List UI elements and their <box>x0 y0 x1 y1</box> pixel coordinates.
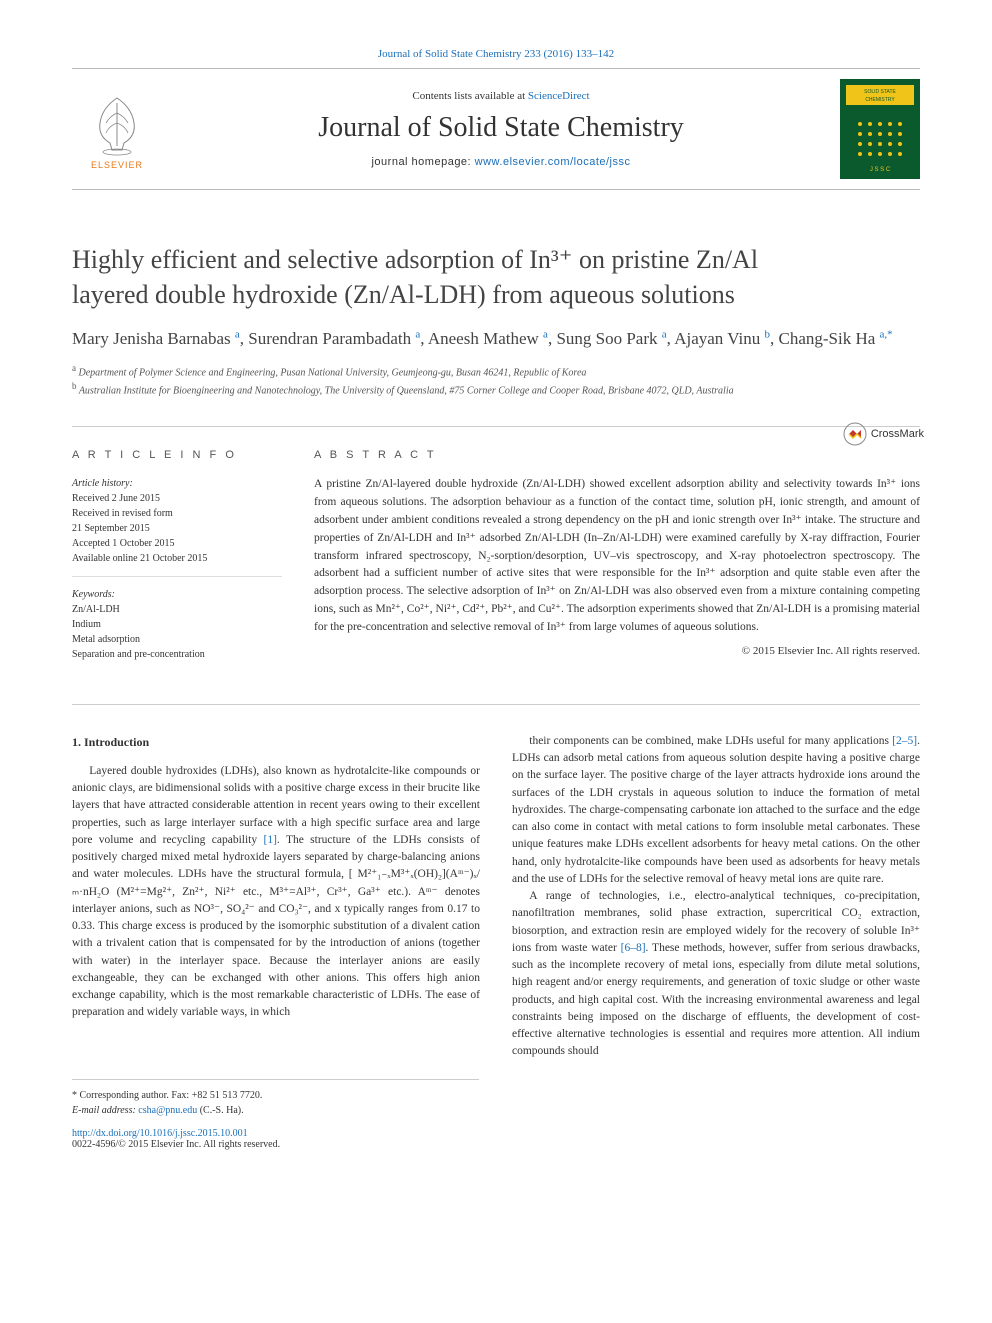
article-info-heading: A R T I C L E I N F O <box>72 447 282 464</box>
homepage-prefix: journal homepage: <box>371 156 474 168</box>
crossmark-badge[interactable]: CrossMark <box>843 422 924 446</box>
affiliation-b: Australian Institute for Bioengineering … <box>79 385 734 396</box>
footnotes: * Corresponding author. Fax: +82 51 513 … <box>72 1079 479 1118</box>
history-item: 21 September 2015 <box>72 521 282 536</box>
contents-prefix: Contents lists available at <box>412 90 527 102</box>
page: Journal of Solid State Chemistry 233 (20… <box>0 0 992 1190</box>
history-item: Received 2 June 2015 <box>72 491 282 506</box>
svg-text:SOLID STATE: SOLID STATE <box>864 89 896 95</box>
keyword: Indium <box>72 617 282 632</box>
crossmark-icon <box>843 422 867 446</box>
body-paragraph: Layered double hydroxides (LDHs), also k… <box>72 763 480 1022</box>
keyword: Metal adsorption <box>72 632 282 647</box>
sciencedirect-link[interactable]: ScienceDirect <box>528 90 590 102</box>
body-paragraph: A range of technologies, i.e., electro-a… <box>512 888 920 1061</box>
elsevier-tree-icon <box>82 88 152 158</box>
journal-citation-link[interactable]: Journal of Solid State Chemistry 233 (20… <box>378 48 614 60</box>
email-label: E-mail address: <box>72 1105 138 1116</box>
body-paragraph: their components can be combined, make L… <box>512 733 920 888</box>
abstract-column: A B S T R A C T A pristine Zn/Al-layered… <box>314 447 920 662</box>
authors-list: Mary Jenisha Barnabas a, Surendran Param… <box>72 326 920 352</box>
history-heading: Article history: <box>72 476 282 491</box>
abstract-heading: A B S T R A C T <box>314 447 920 464</box>
doi-block: http://dx.doi.org/10.1016/j.jssc.2015.10… <box>72 1128 920 1150</box>
body-column-left: 1. Introduction Layered double hydroxide… <box>72 733 480 1061</box>
masthead: ELSEVIER Contents lists available at Sci… <box>72 68 920 190</box>
body-columns: 1. Introduction Layered double hydroxide… <box>72 704 920 1061</box>
keywords-heading: Keywords: <box>72 587 282 602</box>
masthead-center: Contents lists available at ScienceDirec… <box>162 90 840 168</box>
email-link[interactable]: csha@pnu.edu <box>138 1105 197 1116</box>
history-item: Received in revised form <box>72 506 282 521</box>
journal-name: Journal of Solid State Chemistry <box>162 112 840 144</box>
doi-link[interactable]: http://dx.doi.org/10.1016/j.jssc.2015.10… <box>72 1128 248 1139</box>
keyword: Separation and pre-concentration <box>72 647 282 662</box>
publisher-logo: ELSEVIER <box>72 88 162 170</box>
top-journal-citation: Journal of Solid State Chemistry 233 (20… <box>72 48 920 60</box>
svg-text:J S S C: J S S C <box>870 167 891 173</box>
article-info-column: A R T I C L E I N F O Article history: R… <box>72 447 282 662</box>
contents-line: Contents lists available at ScienceDirec… <box>162 90 840 102</box>
history-item: Available online 21 October 2015 <box>72 551 282 566</box>
article-title: Highly efficient and selective adsorptio… <box>72 242 920 312</box>
corresponding-author: * Corresponding author. Fax: +82 51 513 … <box>72 1088 479 1103</box>
keyword: Zn/Al-LDH <box>72 602 282 617</box>
body-column-right: their components can be combined, make L… <box>512 733 920 1061</box>
section-heading: 1. Introduction <box>72 733 480 751</box>
affiliation-a: Department of Polymer Science and Engine… <box>79 367 587 378</box>
elsevier-wordmark: ELSEVIER <box>91 160 143 170</box>
abstract-text: A pristine Zn/Al-layered double hydroxid… <box>314 476 920 636</box>
cover-icon: SOLID STATE CHEMISTRY J S S C <box>840 79 920 179</box>
journal-cover-thumb: SOLID STATE CHEMISTRY J S S C <box>840 79 920 179</box>
copyright-line: © 2015 Elsevier Inc. All rights reserved… <box>314 643 920 660</box>
meta-row: A R T I C L E I N F O Article history: R… <box>72 426 920 662</box>
history-item: Accepted 1 October 2015 <box>72 536 282 551</box>
homepage-line: journal homepage: www.elsevier.com/locat… <box>162 156 840 168</box>
svg-text:CHEMISTRY: CHEMISTRY <box>865 97 895 103</box>
affiliations: a Department of Polymer Science and Engi… <box>72 362 920 399</box>
crossmark-label: CrossMark <box>871 428 924 440</box>
homepage-link[interactable]: www.elsevier.com/locate/jssc <box>475 156 631 168</box>
issn-line: 0022-4596/© 2015 Elsevier Inc. All right… <box>72 1139 280 1150</box>
email-name: (C.-S. Ha). <box>197 1105 243 1116</box>
